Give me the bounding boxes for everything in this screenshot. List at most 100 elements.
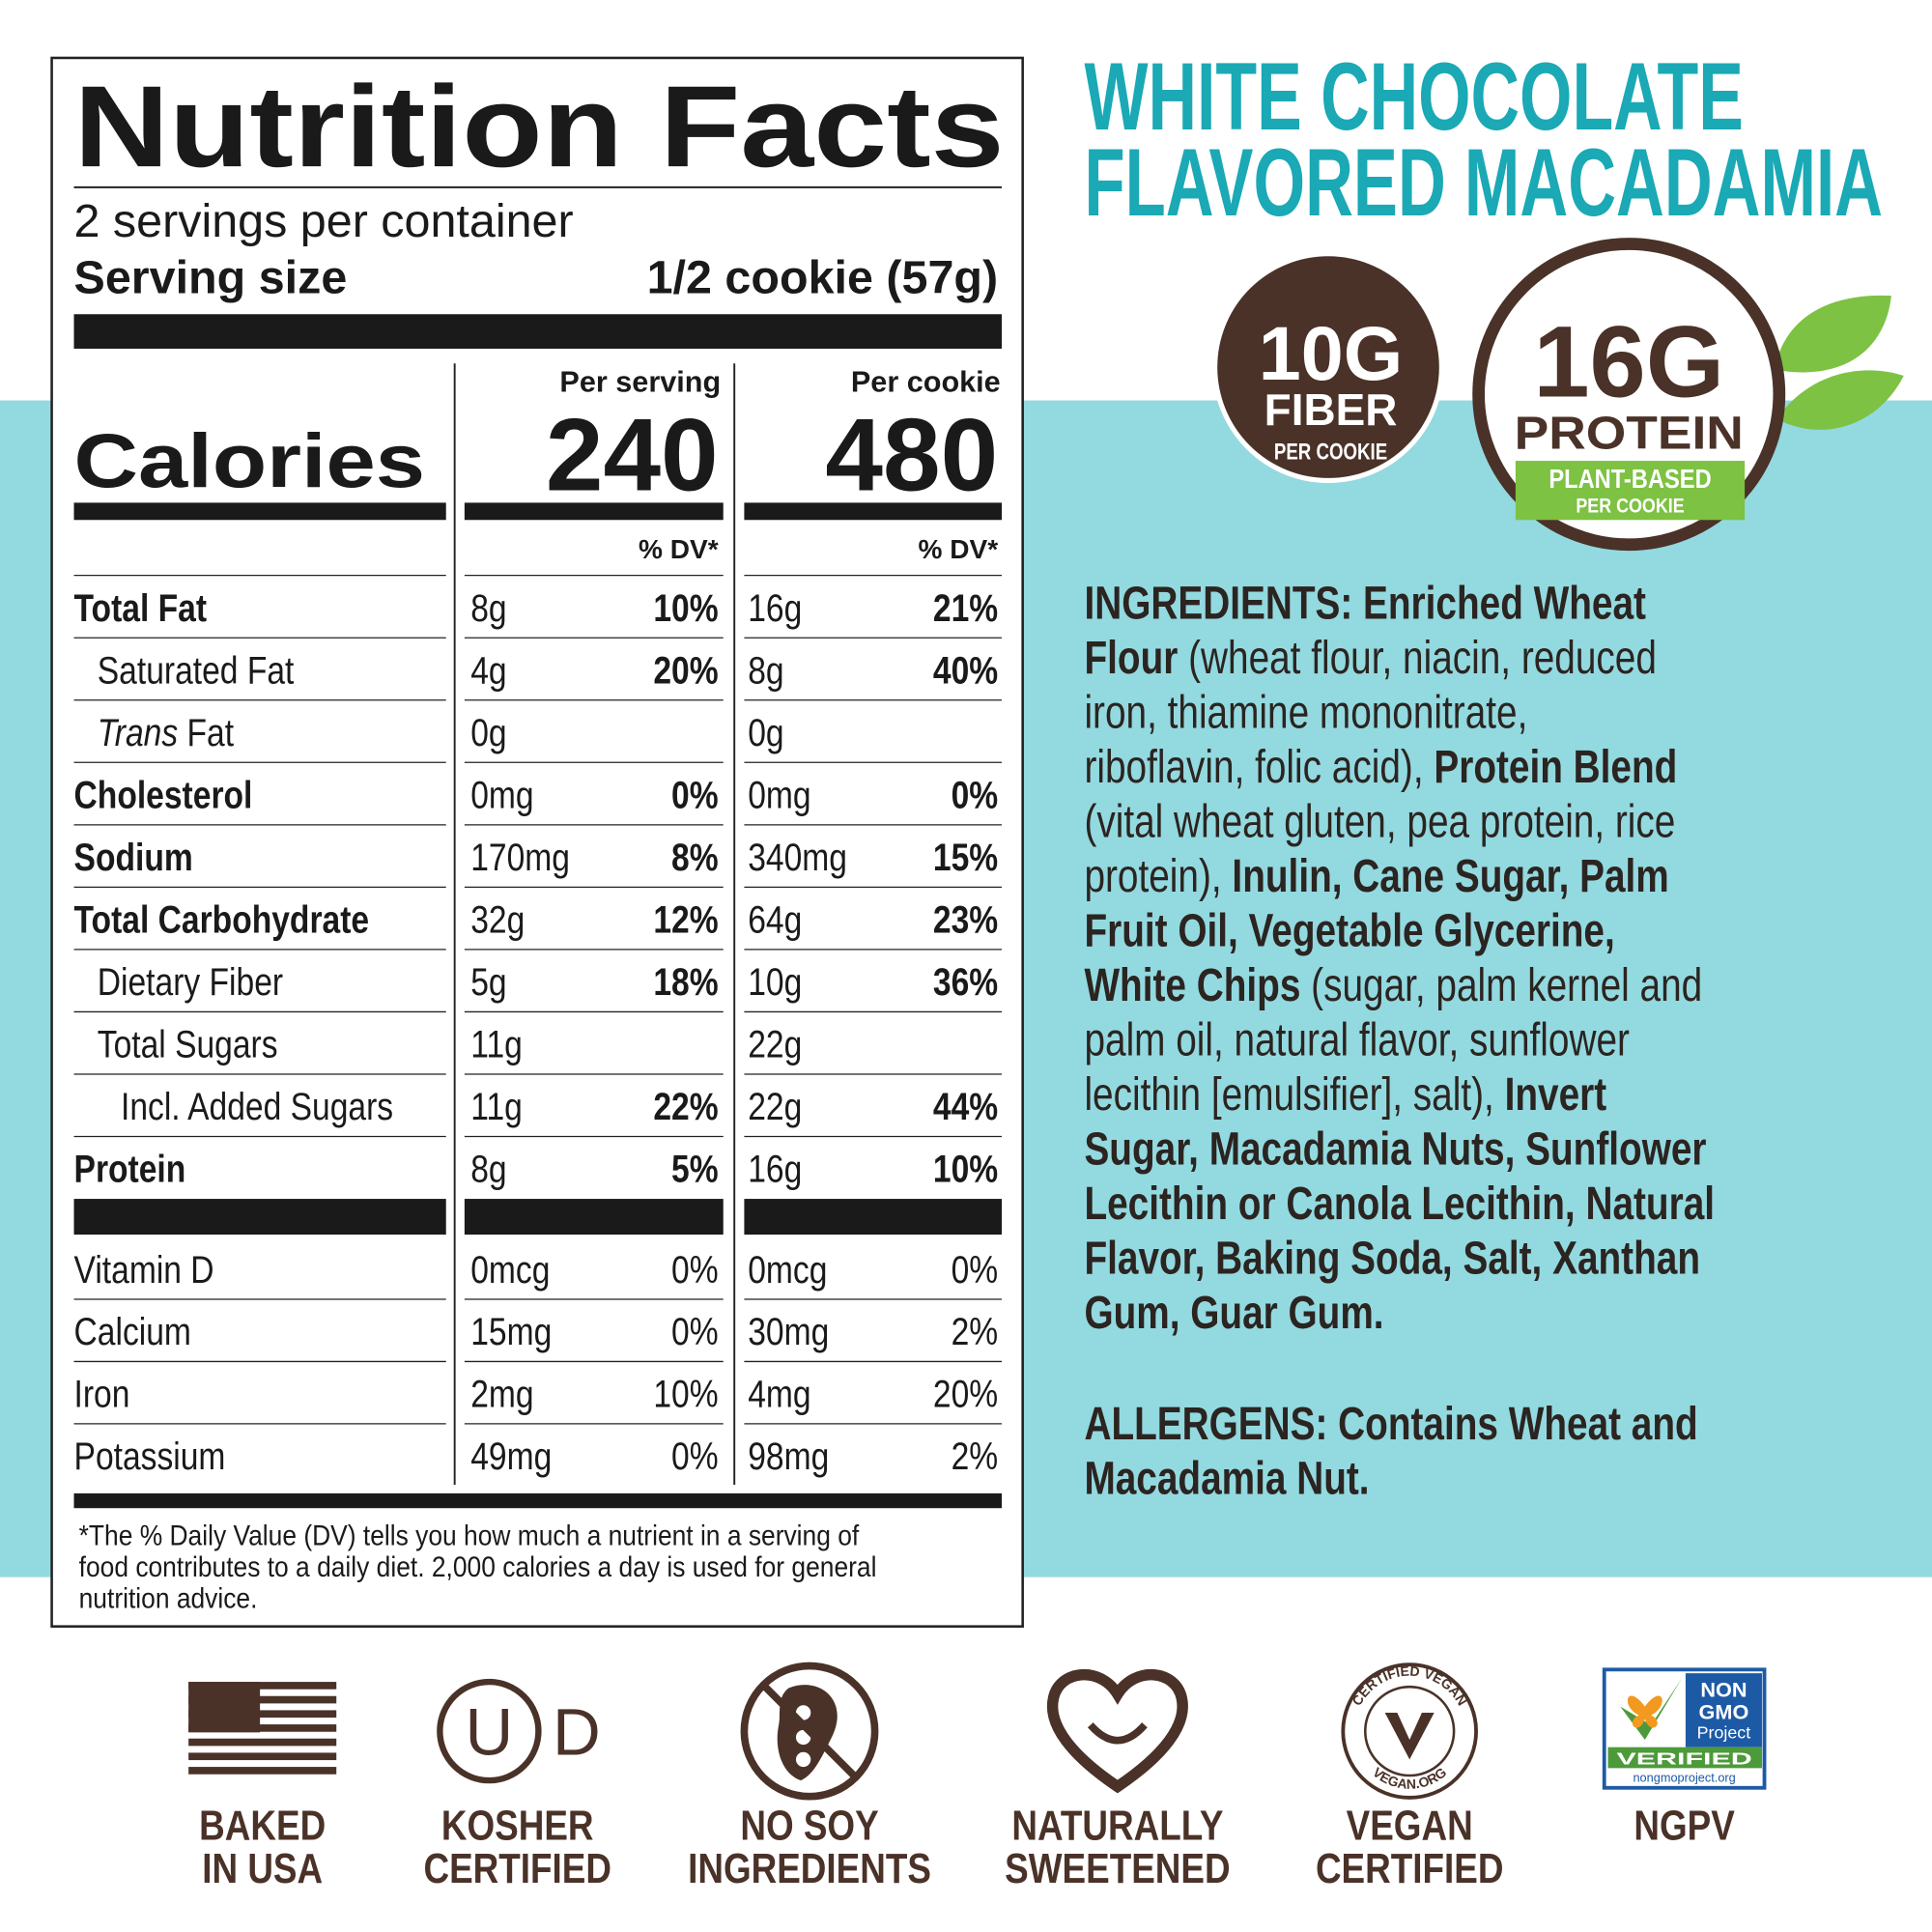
ingredients-line-run: (wheat flour, niacin, reduced	[1178, 632, 1657, 684]
amount: 0mcg	[470, 1248, 550, 1291]
ingredients-line: Fruit Oil, Vegetable Glycerine,	[1084, 904, 1614, 956]
column-header: Per serving	[559, 366, 721, 399]
ingredients-line-run: Invert	[1505, 1068, 1607, 1121]
daily-value: 23%	[933, 898, 998, 941]
cert-label: NO SOY	[740, 1803, 878, 1849]
nutrient-label-text: Cholesterol	[74, 774, 253, 816]
leaf	[1776, 370, 1904, 430]
ingredients-line-run: Protein Blend	[1434, 741, 1677, 793]
ingredients-line-run: palm oil, natural flavor, sunflower	[1084, 1013, 1629, 1065]
nutrient-label: Saturated Fat	[98, 649, 295, 692]
ngp-box	[1685, 1673, 1762, 1747]
cert-label: CERTIFIED	[1316, 1845, 1504, 1891]
badge-tag-text: PLANT-BASED	[1548, 464, 1711, 494]
nutrient-label: Cholesterol	[74, 774, 253, 816]
amount: 340mg	[748, 836, 847, 878]
cert-label: BAKED	[199, 1803, 326, 1849]
column-header: Per cookie	[851, 366, 1001, 399]
thick-bar	[744, 502, 1002, 521]
flag-stripe	[188, 1682, 337, 1690]
badge-name: PROTEIN	[1515, 407, 1744, 459]
daily-value: 36%	[933, 961, 998, 1004]
flag-stripe	[188, 1710, 337, 1719]
badge-amount: 16G	[1533, 306, 1724, 419]
amount: 8g	[748, 649, 783, 692]
serving-size: 1/2 cookie (57g)	[647, 252, 999, 304]
flag-stripe	[188, 1767, 337, 1775]
daily-value: 10%	[653, 1373, 718, 1415]
vegan-inner	[1363, 1685, 1456, 1777]
badge-amount: 10G	[1259, 310, 1403, 396]
amount: 98mg	[748, 1435, 829, 1477]
ngp-url: nongmoproject.org	[1633, 1770, 1735, 1784]
ngp-bar	[1607, 1747, 1762, 1769]
ingredients-line-run: INGREDIENTS: Enriched Wheat	[1084, 577, 1646, 629]
ingredients-line-run: Inulin, Cane Sugar, Palm	[1232, 850, 1668, 902]
amount: 170mg	[470, 836, 570, 878]
ingredients-line: (vital wheat gluten, pea protein, rice	[1084, 795, 1675, 847]
ngp-text: VERIFIED	[1616, 1749, 1751, 1769]
amount: 22g	[748, 1086, 802, 1128]
nutrient-label-text: Total Sugars	[98, 1023, 278, 1065]
amount: 4g	[470, 649, 506, 692]
cert-label: VEGAN	[1347, 1803, 1473, 1849]
allergens-line: ALLERGENS: Contains Wheat and	[1084, 1398, 1697, 1450]
amount: 22g	[748, 1023, 802, 1065]
nutrient-label-text: Sodium	[74, 836, 193, 878]
ingredients-line-run: iron, thiamine mononitrate,	[1084, 686, 1527, 738]
footnote: food contributes to a daily diet. 2,000 …	[79, 1551, 877, 1583]
ngp-text: NON	[1700, 1677, 1747, 1701]
serving-size-label: Serving size	[74, 252, 348, 304]
nutrient-label-text: Dietary Fiber	[98, 961, 283, 1004]
amount: 8g	[470, 586, 506, 629]
ingredients-line: palm oil, natural flavor, sunflower	[1084, 1013, 1629, 1065]
daily-value: 2%	[952, 1311, 999, 1353]
ingredients-line: riboflavin, folic acid), Protein Blend	[1084, 741, 1677, 793]
nutrient-label: Iron	[74, 1373, 130, 1415]
amount: 30mg	[748, 1311, 829, 1353]
daily-value: 15%	[933, 836, 998, 878]
fiber-badge	[1212, 251, 1444, 483]
product-title: WHITE CHOCOLATE	[1084, 43, 1743, 151]
nutrient-label: Calcium	[74, 1311, 191, 1353]
amount: 5g	[470, 961, 506, 1004]
ingredients-line-run: Lecithin or Canola Lecithin, Natural	[1084, 1178, 1715, 1230]
ingredients-line-run: riboflavin, folic acid),	[1084, 741, 1434, 793]
amount: 64g	[748, 898, 802, 941]
daily-value: 10%	[933, 1148, 998, 1190]
daily-value: 21%	[933, 586, 998, 629]
amount: 11g	[470, 1023, 523, 1065]
calories-value: 240	[546, 397, 719, 513]
nutrient-label: Total Carbohydrate	[74, 898, 370, 941]
nutrient-label-text: Incl. Added Sugars	[121, 1086, 393, 1128]
amount: 0mcg	[748, 1248, 827, 1291]
daily-value: 40%	[933, 649, 998, 692]
ingredients-line-run: (sugar, palm kernel and	[1300, 959, 1702, 1011]
daily-value: 0%	[671, 1435, 719, 1477]
nutrient-label: Potassium	[74, 1435, 226, 1477]
nutrient-label-text: Total Fat	[74, 586, 208, 629]
amount: 16g	[748, 586, 802, 629]
nutrient-label-italic: Trans	[98, 711, 178, 753]
vegan-ring	[1341, 1662, 1478, 1800]
daily-value: 2%	[952, 1435, 999, 1477]
ingredients-line: Flour (wheat flour, niacin, reduced	[1084, 632, 1656, 684]
ngp-butterfly	[1627, 1695, 1662, 1728]
dv-header: % DV*	[919, 534, 999, 564]
ngp-text: Project	[1697, 1723, 1751, 1743]
daily-value: 22%	[653, 1086, 718, 1128]
ingredients-line: iron, thiamine mononitrate,	[1084, 686, 1527, 738]
amount: 11g	[470, 1086, 523, 1128]
ingredients-line-run: Flour	[1084, 632, 1178, 684]
amount: 0mg	[470, 774, 533, 816]
daily-value: 0%	[671, 774, 719, 816]
footnote: *The % Daily Value (DV) tells you how mu…	[79, 1520, 860, 1551]
daily-value: 8%	[671, 836, 719, 878]
cert-label: IN USA	[202, 1845, 323, 1891]
daily-value: 0%	[952, 1248, 999, 1291]
nutrient-label: Sodium	[74, 836, 193, 878]
flag-stripe	[188, 1752, 337, 1761]
calories-value: 480	[825, 397, 998, 513]
flag-stripe	[188, 1738, 337, 1747]
